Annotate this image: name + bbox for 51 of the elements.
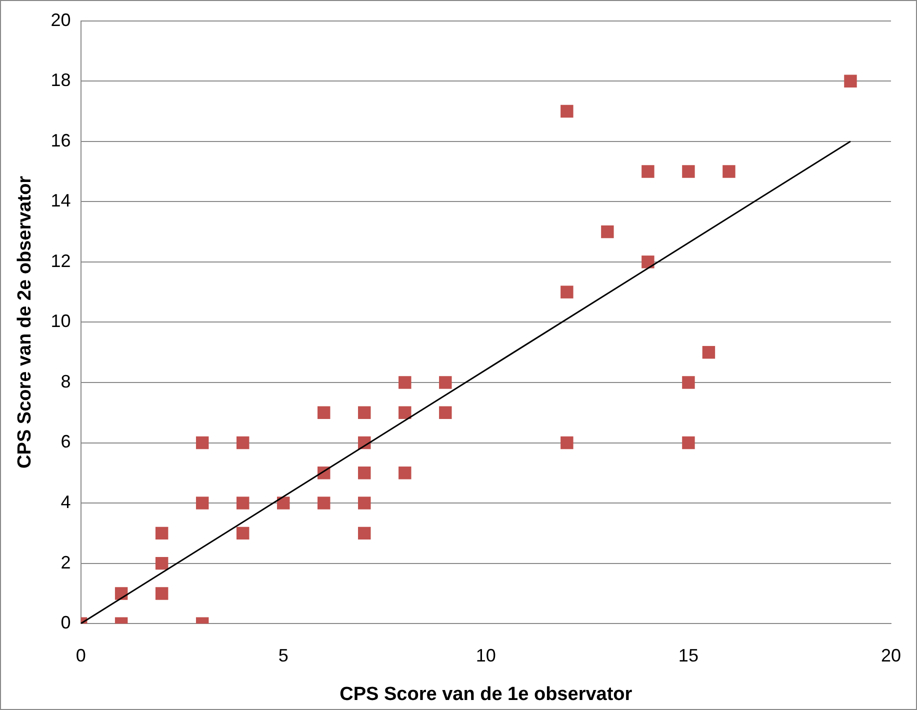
point xyxy=(642,256,654,268)
x-tick-label: 20 xyxy=(880,645,902,666)
point xyxy=(155,526,168,540)
point xyxy=(398,376,412,389)
y-axis-title: CPS Score van de 2e observator xyxy=(14,175,36,468)
point xyxy=(318,406,330,419)
y-tick-label: 18 xyxy=(50,70,71,90)
point xyxy=(844,74,857,88)
x-axis-title: CPS Score van de 1e observator xyxy=(340,684,633,705)
y-tick-label: 12 xyxy=(50,250,71,271)
point xyxy=(560,286,574,298)
point xyxy=(277,496,290,510)
x-tick-label: 15 xyxy=(678,645,698,666)
y-tick-label: 6 xyxy=(60,432,71,452)
y-tick-label: 0 xyxy=(60,612,71,633)
point xyxy=(358,406,371,419)
point xyxy=(236,436,250,450)
point xyxy=(682,376,695,389)
point xyxy=(439,376,452,389)
x-tick-label: 10 xyxy=(476,645,496,666)
point xyxy=(196,436,209,450)
point xyxy=(398,406,412,419)
point xyxy=(398,466,412,480)
point xyxy=(682,436,695,450)
point xyxy=(358,496,371,510)
point xyxy=(682,165,695,178)
point xyxy=(601,225,614,238)
point xyxy=(358,526,371,540)
point xyxy=(114,587,128,600)
point xyxy=(439,406,452,419)
point xyxy=(155,556,168,570)
y-tick-label: 8 xyxy=(60,371,71,392)
point xyxy=(642,165,654,178)
point xyxy=(560,436,574,450)
y-tick-label: 14 xyxy=(50,190,71,211)
point xyxy=(358,466,371,480)
y-tick-label: 16 xyxy=(50,130,71,150)
y-tick-label: 4 xyxy=(60,492,71,512)
y-tick-label: 20 xyxy=(50,10,71,30)
point xyxy=(236,496,250,510)
point xyxy=(560,104,574,118)
y-tick-label: 10 xyxy=(50,311,71,332)
point xyxy=(236,526,250,540)
point xyxy=(196,496,209,510)
x-tick-label: 0 xyxy=(76,645,86,666)
point xyxy=(702,346,716,359)
point xyxy=(155,587,168,600)
y-tick-label: 2 xyxy=(60,552,71,572)
point xyxy=(318,496,330,510)
point xyxy=(722,165,736,178)
x-tick-label: 5 xyxy=(278,645,288,666)
